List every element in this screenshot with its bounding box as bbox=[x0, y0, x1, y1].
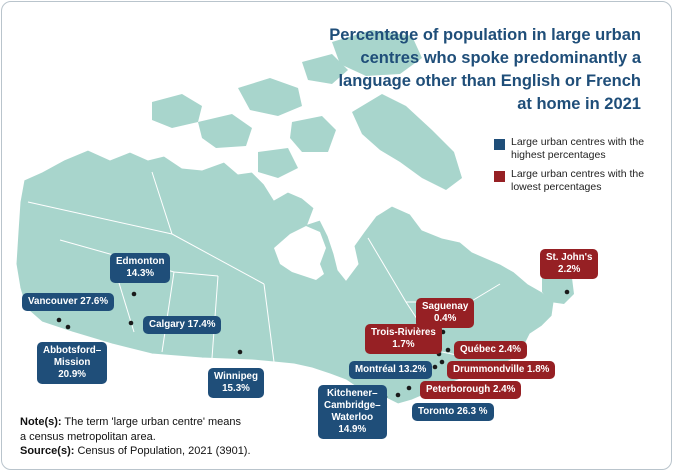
abbotsford-value: 20.9% bbox=[58, 369, 86, 380]
notes: Note(s): The term 'large urban centre' m… bbox=[20, 415, 251, 459]
callout-toronto: Toronto 26.3 % bbox=[412, 403, 494, 421]
stjohns-value: 2.2% bbox=[558, 264, 581, 275]
drummondville-label: Drummondville 1.8% bbox=[453, 364, 550, 375]
legend-low-label: Large urban centres with the lowest perc… bbox=[511, 168, 645, 193]
arctic-island-4 bbox=[290, 116, 336, 152]
abbotsford-label-2: Mission bbox=[53, 357, 91, 368]
legend-high: Large urban centres with the highest per… bbox=[494, 136, 651, 161]
legend-high-label: Large urban centres with the highest per… bbox=[511, 136, 645, 161]
stjohns-dot bbox=[564, 289, 570, 295]
arctic-island-2 bbox=[198, 114, 252, 148]
quebec-dot bbox=[445, 347, 451, 353]
montreal-label: Montréal 13.2% bbox=[355, 364, 427, 375]
drummondville-dot bbox=[439, 359, 445, 365]
montreal-dot bbox=[432, 364, 438, 370]
winnipeg-dot bbox=[237, 349, 243, 355]
toronto-label: Toronto 26.3 % bbox=[418, 406, 488, 417]
callout-troisrivieres: Trois-Rivières 1.7% bbox=[365, 324, 442, 354]
callout-stjohns: St. John's 2.2% bbox=[540, 249, 599, 279]
kitchener-label-2: Cambridge– bbox=[324, 400, 381, 411]
winnipeg-label: Winnipeg bbox=[214, 371, 258, 382]
edmonton-value: 14.3% bbox=[126, 268, 155, 279]
callout-quebec: Québec 2.4% bbox=[454, 341, 527, 359]
legend-low: Large urban centres with the lowest perc… bbox=[494, 168, 651, 193]
arctic-island-1 bbox=[152, 94, 202, 128]
kitchener-label-1: Kitchener– bbox=[326, 388, 378, 399]
winnipeg-value: 15.3% bbox=[222, 383, 250, 394]
callout-peterborough: Peterborough 2.4% bbox=[420, 381, 522, 399]
callout-kitchener: Kitchener– Cambridge– Waterloo 14.9% bbox=[318, 385, 387, 439]
baffin-island bbox=[352, 94, 462, 190]
toronto-dot bbox=[395, 392, 401, 398]
kitchener-label-3: Waterloo bbox=[331, 412, 374, 423]
abbotsford-dot bbox=[65, 324, 71, 330]
calgary-dot bbox=[128, 320, 134, 326]
arctic-island-6 bbox=[302, 54, 348, 84]
map-title: Percentage of population in large urban … bbox=[329, 26, 641, 113]
source-label: Source(s): bbox=[20, 445, 75, 457]
troisrivieres-value: 1.7% bbox=[392, 339, 415, 350]
callout-drummondville: Drummondville 1.8% bbox=[447, 361, 556, 379]
source-text: Census of Population, 2021 (3901). bbox=[74, 445, 251, 457]
arctic-island-7 bbox=[258, 148, 298, 178]
calgary-label: Calgary 17.4% bbox=[149, 319, 216, 330]
arctic-island-5 bbox=[332, 30, 422, 76]
saguenay-label: Saguenay bbox=[422, 301, 469, 312]
callout-edmonton: Edmonton 14.3% bbox=[110, 253, 171, 283]
note-label: Note(s): bbox=[20, 416, 62, 428]
callout-calgary: Calgary 17.4% bbox=[143, 316, 222, 334]
edmonton-label: Edmonton bbox=[116, 256, 165, 267]
troisrivieres-label: Trois-Rivières bbox=[371, 327, 436, 338]
callout-montreal: Montréal 13.2% bbox=[349, 361, 433, 379]
arctic-island-3 bbox=[238, 78, 302, 116]
legend-low-swatch bbox=[494, 171, 505, 182]
hudson-bay bbox=[274, 226, 326, 280]
edmonton-dot bbox=[131, 291, 137, 297]
saguenay-value: 0.4% bbox=[433, 313, 457, 324]
note-text: The term 'large urban centre' means bbox=[61, 416, 242, 428]
kitchener-value: 14.9% bbox=[338, 424, 367, 435]
callout-winnipeg: Winnipeg 15.3% bbox=[208, 368, 264, 398]
stjohns-label: St. John's bbox=[546, 252, 593, 263]
peterborough-label: Peterborough 2.4% bbox=[426, 384, 516, 395]
saguenay-dot bbox=[440, 329, 446, 335]
callout-saguenay: Saguenay 0.4% bbox=[416, 298, 475, 328]
quebec-label: Québec 2.4% bbox=[460, 344, 521, 355]
source-line: Source(s): Census of Population, 2021 (3… bbox=[20, 444, 251, 459]
callout-abbotsford: Abbotsford– Mission 20.9% bbox=[37, 342, 108, 384]
note-text-2: a census metropolitan area. bbox=[20, 430, 156, 443]
abbotsford-label-1: Abbotsford– bbox=[43, 345, 102, 356]
vancouver-dot bbox=[56, 317, 62, 323]
callout-vancouver: Vancouver 27.6% bbox=[22, 293, 115, 311]
note-line: Note(s): The term 'large urban centre' m… bbox=[20, 415, 251, 430]
legend-high-swatch bbox=[494, 139, 505, 150]
vancouver-label: Vancouver 27.6% bbox=[28, 296, 109, 307]
peterborough-dot bbox=[406, 385, 412, 391]
